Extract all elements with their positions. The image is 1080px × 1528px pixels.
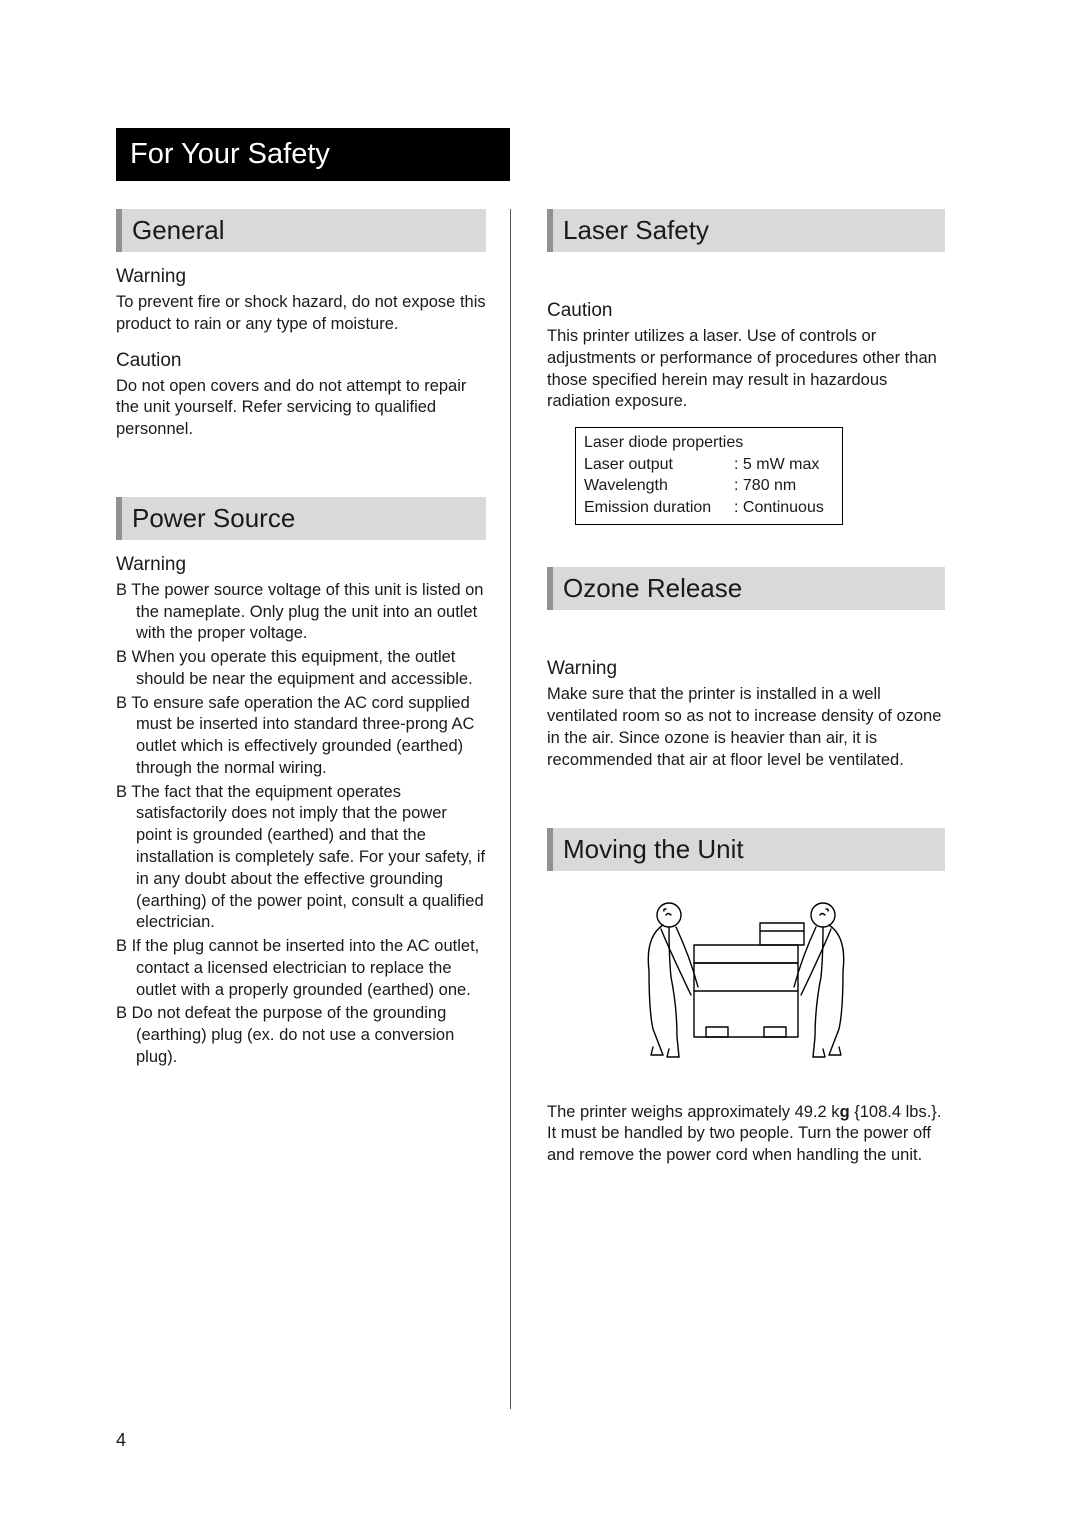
- list-item: Do not defeat the purpose of the groundi…: [116, 1003, 486, 1068]
- table-row: Emission duration : Continuous: [584, 497, 834, 519]
- page-number: 4: [116, 1430, 126, 1451]
- two-column-layout: General Warning To prevent fire or shock…: [116, 209, 964, 1409]
- page-content: For Your Safety General Warning To preve…: [116, 128, 964, 1409]
- list-item: If the plug cannot be inserted into the …: [116, 936, 486, 1001]
- power-warning-label: Warning: [116, 554, 486, 576]
- spacer: [547, 525, 945, 567]
- power-bullet-list: The power source voltage of this unit is…: [116, 580, 486, 1069]
- table-key: Wavelength: [584, 475, 668, 497]
- page-title: For Your Safety: [116, 128, 510, 181]
- spacer: [116, 455, 486, 497]
- table-val: : Continuous: [734, 497, 834, 519]
- moving-text: The printer weighs approximately 49.2 kg…: [547, 1102, 945, 1167]
- laser-properties-table: Laser diode properties Laser output : 5 …: [575, 427, 843, 525]
- general-warning-label: Warning: [116, 266, 486, 288]
- laser-caution-text: This printer utilizes a laser. Use of co…: [547, 326, 945, 413]
- spacer: [547, 624, 945, 652]
- general-caution-text: Do not open covers and do not attempt to…: [116, 376, 486, 441]
- ozone-warning-label: Warning: [547, 658, 945, 680]
- moving-text-pre: The printer weighs approximately 49.2 k: [547, 1103, 840, 1121]
- spacer: [547, 786, 945, 828]
- section-power-header: Power Source: [116, 497, 486, 540]
- section-ozone-header: Ozone Release: [547, 567, 945, 610]
- table-key: Laser output: [584, 454, 673, 476]
- table-row: Laser output : 5 mW max: [584, 454, 834, 476]
- moving-text-bold: g: [840, 1103, 850, 1121]
- laser-caution-label: Caution: [547, 300, 945, 322]
- moving-illustration: [606, 885, 886, 1080]
- right-column: Laser Safety Caution This printer utiliz…: [525, 209, 945, 1409]
- table-key: Emission duration: [584, 497, 711, 519]
- section-moving-header: Moving the Unit: [547, 828, 945, 871]
- two-people-lifting-icon: [606, 885, 886, 1075]
- column-divider: [510, 209, 511, 1409]
- list-item: The power source voltage of this unit is…: [116, 580, 486, 645]
- section-general-header: General: [116, 209, 486, 252]
- table-val: : 5 mW max: [734, 454, 834, 476]
- general-warning-text: To prevent fire or shock hazard, do not …: [116, 292, 486, 336]
- table-val: : 780 nm: [734, 475, 834, 497]
- section-laser-header: Laser Safety: [547, 209, 945, 252]
- ozone-warning-text: Make sure that the printer is installed …: [547, 684, 945, 771]
- general-caution-label: Caution: [116, 350, 486, 372]
- moving-illustration-wrap: [547, 885, 945, 1080]
- table-title: Laser diode properties: [584, 432, 834, 454]
- spacer: [547, 266, 945, 294]
- list-item: To ensure safe operation the AC cord sup…: [116, 693, 486, 780]
- table-row: Wavelength : 780 nm: [584, 475, 834, 497]
- list-item: The fact that the equipment operates sat…: [116, 782, 486, 934]
- list-item: When you operate this equipment, the out…: [116, 647, 486, 691]
- left-column: General Warning To prevent fire or shock…: [116, 209, 510, 1409]
